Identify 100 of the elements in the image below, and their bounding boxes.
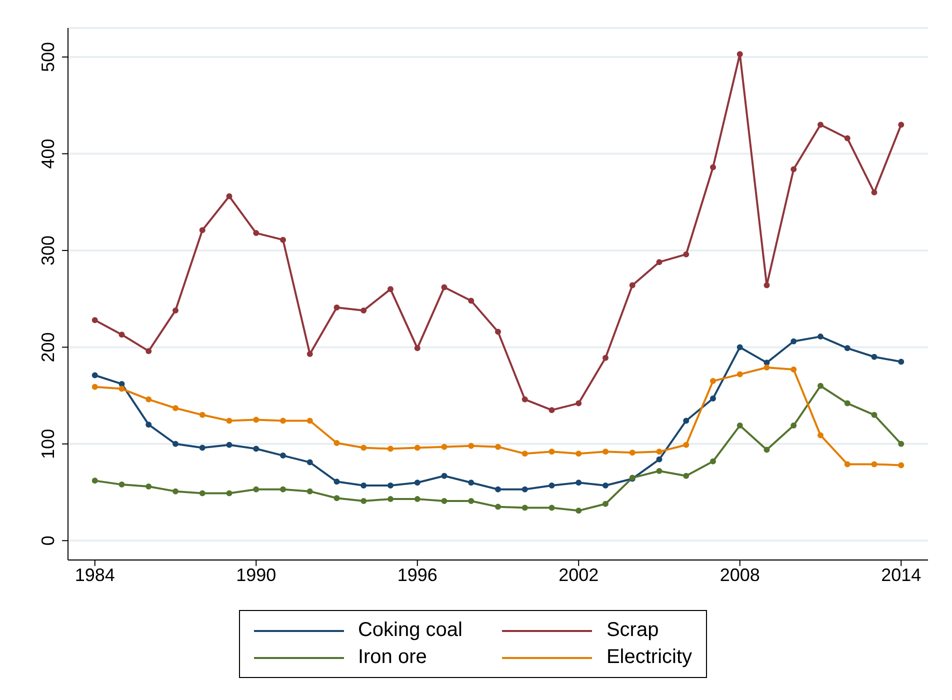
point [818, 334, 824, 340]
point [871, 189, 878, 196]
y-tick-label: 300 [38, 235, 58, 266]
point [495, 328, 501, 335]
point [306, 488, 313, 494]
point [522, 396, 528, 402]
point [334, 440, 340, 446]
point [146, 396, 152, 402]
point [388, 482, 394, 489]
point [253, 446, 260, 452]
point [226, 193, 232, 200]
point [441, 498, 448, 504]
point [118, 332, 125, 338]
point [898, 122, 904, 128]
point [199, 412, 206, 418]
point [441, 284, 448, 290]
point [844, 400, 850, 406]
point [898, 462, 904, 468]
legend-label: Iron ore [358, 646, 427, 669]
point [441, 444, 448, 450]
point [522, 504, 528, 511]
x-tick-label: 1984 [74, 564, 115, 585]
point [172, 405, 178, 412]
point [468, 498, 474, 504]
point [790, 166, 797, 172]
point [414, 496, 420, 502]
point [683, 251, 690, 258]
point [736, 344, 743, 350]
point [226, 418, 232, 424]
point [764, 364, 770, 371]
point [576, 400, 582, 406]
point [576, 508, 582, 514]
point [736, 51, 743, 58]
point [871, 412, 878, 418]
point [414, 444, 420, 451]
point [548, 482, 555, 489]
point [629, 282, 636, 288]
point [388, 286, 394, 292]
y-tick-label: 500 [38, 42, 58, 72]
point [871, 354, 878, 360]
point [818, 432, 824, 438]
point [226, 490, 232, 496]
point [683, 442, 690, 448]
point [441, 472, 448, 479]
point [736, 371, 743, 378]
point [306, 418, 313, 424]
point [92, 317, 98, 324]
point [253, 416, 260, 423]
point [414, 480, 420, 486]
point [199, 227, 206, 234]
point [118, 386, 125, 392]
point [199, 444, 206, 451]
point [683, 472, 690, 479]
point [226, 442, 232, 448]
x-tick-label: 1990 [236, 564, 276, 585]
point [172, 440, 178, 447]
point [710, 164, 716, 170]
point [790, 366, 797, 372]
point [522, 450, 528, 457]
point [844, 135, 850, 142]
x-tick-label: 2014 [881, 564, 922, 585]
point [280, 452, 286, 459]
point [360, 307, 367, 314]
point [118, 380, 125, 387]
point [818, 122, 824, 128]
point [683, 418, 690, 424]
point [548, 407, 555, 414]
point [629, 450, 636, 456]
point [736, 422, 743, 429]
point [146, 348, 152, 354]
point [576, 480, 582, 486]
point [146, 422, 152, 428]
x-tick-label: 1996 [397, 564, 438, 585]
point [468, 442, 474, 449]
point [656, 456, 662, 462]
point [871, 461, 878, 468]
point [548, 448, 555, 455]
point [710, 395, 716, 402]
point [468, 480, 474, 486]
point [522, 486, 528, 492]
legend-label: Electricity [606, 646, 692, 669]
point [764, 282, 770, 288]
point [306, 459, 313, 466]
y-tick-label: 0 [38, 536, 58, 546]
point [602, 354, 608, 361]
point [334, 304, 340, 311]
point [656, 468, 662, 474]
x-tick-label: 2008 [720, 564, 760, 585]
point [360, 498, 367, 504]
point [280, 486, 286, 492]
legend-label: Coking coal [358, 619, 462, 642]
point [360, 444, 367, 451]
point [172, 307, 178, 314]
point [360, 482, 367, 489]
point [253, 486, 260, 492]
point [92, 372, 98, 378]
point [576, 450, 582, 457]
point [495, 504, 501, 510]
point [253, 230, 260, 236]
point [898, 358, 904, 365]
